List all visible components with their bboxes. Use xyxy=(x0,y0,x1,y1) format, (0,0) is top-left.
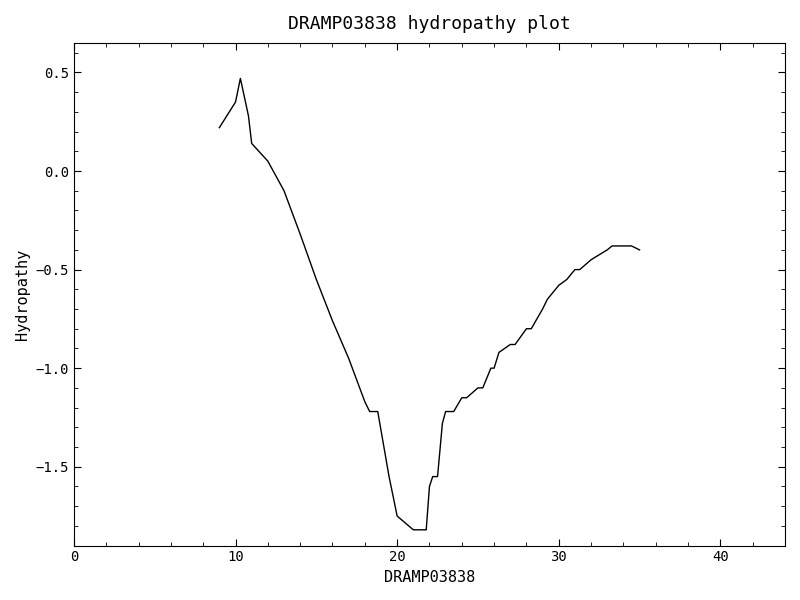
Y-axis label: Hydropathy: Hydropathy xyxy=(15,248,30,340)
Title: DRAMP03838 hydropathy plot: DRAMP03838 hydropathy plot xyxy=(288,15,571,33)
X-axis label: DRAMP03838: DRAMP03838 xyxy=(384,570,475,585)
